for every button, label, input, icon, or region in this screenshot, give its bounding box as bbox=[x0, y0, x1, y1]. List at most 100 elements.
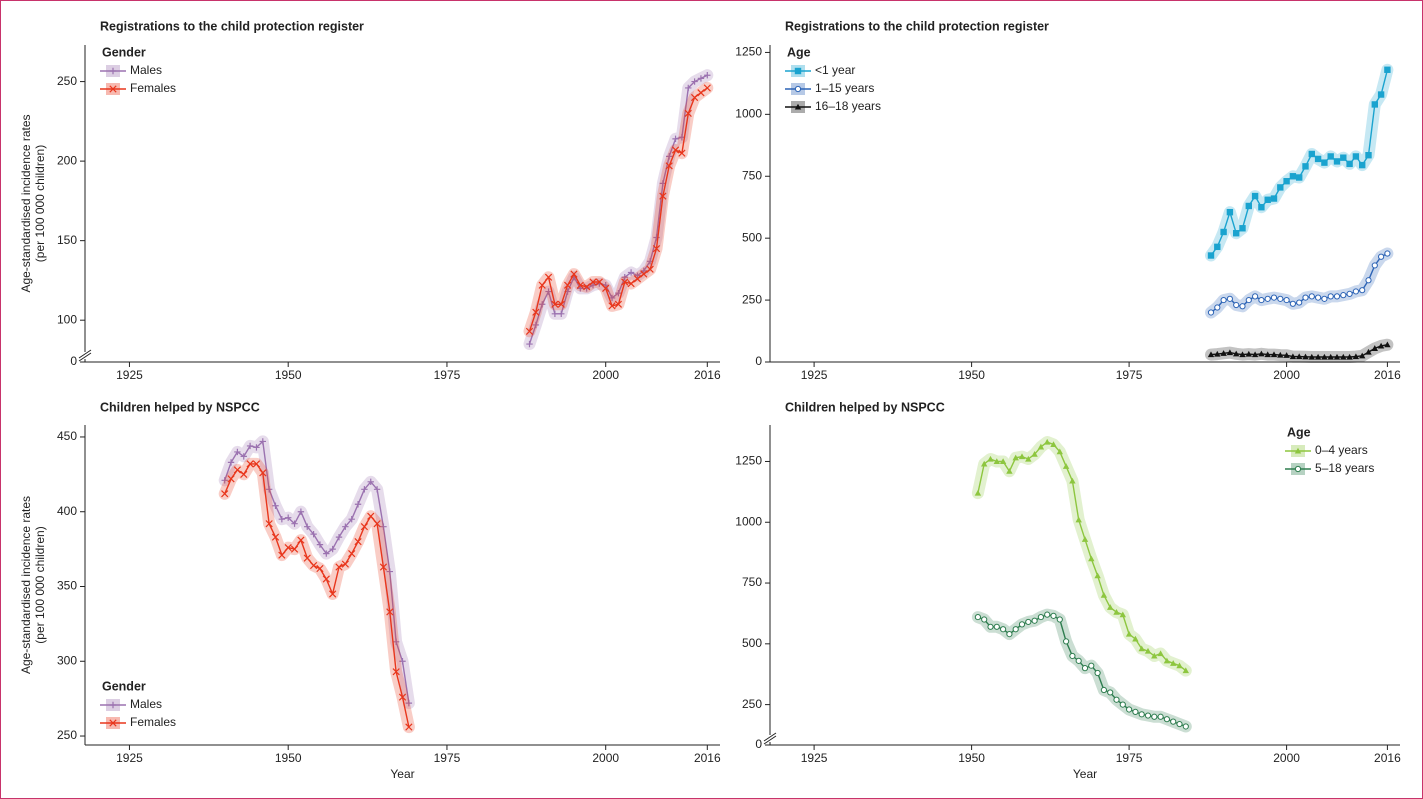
marker bbox=[1359, 161, 1366, 169]
legend-marker bbox=[109, 67, 117, 75]
marker bbox=[1100, 591, 1108, 598]
marker bbox=[1132, 635, 1139, 642]
marker bbox=[1352, 153, 1360, 160]
marker bbox=[1081, 536, 1089, 542]
panel-title: Children helped by NSPCC bbox=[100, 400, 260, 414]
marker bbox=[1226, 208, 1234, 216]
marker bbox=[309, 561, 318, 570]
marker bbox=[1170, 660, 1177, 666]
marker bbox=[1352, 353, 1360, 360]
marker bbox=[1239, 303, 1246, 310]
marker bbox=[1113, 609, 1120, 615]
marker bbox=[1037, 613, 1045, 621]
marker bbox=[1138, 645, 1145, 652]
marker bbox=[1125, 630, 1133, 637]
marker bbox=[621, 274, 628, 281]
marker bbox=[354, 538, 362, 546]
marker bbox=[1308, 150, 1315, 158]
axis-break bbox=[78, 349, 92, 362]
x-tick-label: 2016 bbox=[1374, 751, 1401, 765]
legend-label: 0–4 years bbox=[1315, 443, 1368, 457]
marker bbox=[1251, 351, 1259, 358]
marker bbox=[221, 490, 229, 498]
marker bbox=[1031, 617, 1038, 624]
marker bbox=[1258, 296, 1265, 304]
marker bbox=[271, 533, 280, 541]
marker bbox=[1233, 230, 1240, 237]
marker bbox=[1062, 463, 1070, 469]
x-tick-label: 1975 bbox=[1116, 751, 1143, 765]
marker bbox=[1264, 295, 1271, 302]
marker bbox=[563, 281, 572, 289]
legend-marker bbox=[794, 103, 802, 110]
marker bbox=[1315, 294, 1322, 301]
marker bbox=[1289, 300, 1297, 307]
marker bbox=[1031, 450, 1038, 457]
legend-title: Age bbox=[1287, 425, 1311, 439]
marker bbox=[690, 93, 699, 102]
marker bbox=[987, 623, 994, 630]
marker bbox=[570, 270, 578, 278]
marker bbox=[684, 109, 692, 118]
marker bbox=[272, 502, 279, 509]
marker bbox=[1359, 287, 1366, 294]
marker bbox=[246, 460, 254, 468]
marker bbox=[1025, 618, 1032, 626]
y-tick-label: 1250 bbox=[735, 45, 762, 59]
marker bbox=[1314, 353, 1322, 360]
x-tick-label: 1925 bbox=[801, 368, 828, 382]
marker bbox=[1050, 612, 1057, 619]
marker bbox=[583, 283, 591, 291]
marker bbox=[1365, 348, 1372, 355]
marker bbox=[595, 278, 603, 286]
marker bbox=[551, 300, 559, 308]
y-tick-label: 150 bbox=[57, 233, 77, 247]
marker bbox=[666, 153, 673, 160]
marker bbox=[240, 470, 248, 478]
marker bbox=[360, 523, 369, 531]
marker bbox=[1214, 243, 1221, 251]
marker bbox=[1270, 195, 1278, 202]
marker bbox=[265, 520, 273, 528]
marker bbox=[304, 523, 311, 530]
marker bbox=[1119, 611, 1126, 618]
marker bbox=[246, 442, 254, 450]
series-line bbox=[977, 441, 1187, 672]
legend-marker bbox=[1294, 465, 1302, 473]
y-tick-label: 500 bbox=[742, 636, 762, 650]
marker bbox=[1340, 353, 1347, 360]
series-line bbox=[977, 613, 1187, 728]
marker bbox=[323, 550, 330, 557]
marker bbox=[1270, 351, 1278, 358]
y-tick-label: 750 bbox=[742, 168, 762, 182]
marker bbox=[1327, 353, 1334, 360]
marker bbox=[1264, 196, 1271, 203]
marker bbox=[392, 668, 400, 676]
marker bbox=[259, 438, 266, 445]
marker bbox=[1289, 353, 1297, 360]
marker bbox=[1283, 296, 1290, 304]
legend-label: Males bbox=[130, 697, 162, 711]
marker bbox=[399, 658, 406, 665]
marker bbox=[1157, 650, 1164, 657]
marker bbox=[1302, 294, 1309, 301]
y-axis-label: (per 100 000 children) bbox=[33, 145, 47, 262]
series-line bbox=[224, 463, 410, 728]
legend-title: Age bbox=[787, 45, 811, 59]
marker bbox=[993, 623, 1000, 630]
marker bbox=[621, 278, 629, 286]
marker bbox=[252, 460, 261, 468]
marker bbox=[1365, 277, 1372, 284]
marker bbox=[265, 486, 273, 493]
marker bbox=[551, 310, 559, 318]
marker bbox=[633, 275, 642, 283]
marker bbox=[316, 541, 324, 548]
marker bbox=[1220, 296, 1227, 304]
x-tick-label: 1950 bbox=[275, 368, 302, 382]
marker bbox=[1314, 155, 1322, 163]
marker bbox=[1157, 713, 1164, 720]
marker bbox=[672, 135, 679, 143]
legend-marker bbox=[794, 67, 802, 75]
